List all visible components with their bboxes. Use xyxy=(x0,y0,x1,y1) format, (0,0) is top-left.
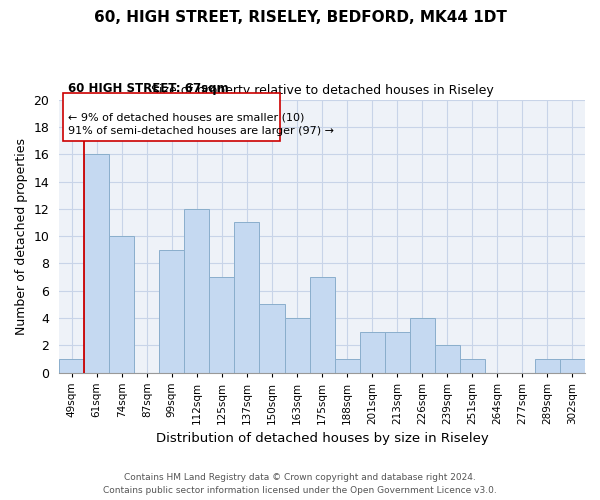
Bar xyxy=(410,318,435,372)
Bar xyxy=(160,250,184,372)
X-axis label: Distribution of detached houses by size in Riseley: Distribution of detached houses by size … xyxy=(156,432,488,445)
Bar xyxy=(310,277,335,372)
Bar xyxy=(184,209,209,372)
Text: 91% of semi-detached houses are larger (97) →: 91% of semi-detached houses are larger (… xyxy=(68,126,334,136)
Text: 60, HIGH STREET, RISELEY, BEDFORD, MK44 1DT: 60, HIGH STREET, RISELEY, BEDFORD, MK44 … xyxy=(94,10,506,25)
Bar xyxy=(259,304,284,372)
Bar xyxy=(335,359,359,372)
Bar xyxy=(209,277,235,372)
Bar xyxy=(460,359,485,372)
Bar xyxy=(84,154,109,372)
Bar xyxy=(359,332,385,372)
FancyBboxPatch shape xyxy=(63,93,280,140)
Title: Size of property relative to detached houses in Riseley: Size of property relative to detached ho… xyxy=(151,84,493,97)
Text: Contains HM Land Registry data © Crown copyright and database right 2024.
Contai: Contains HM Land Registry data © Crown c… xyxy=(103,473,497,495)
Y-axis label: Number of detached properties: Number of detached properties xyxy=(15,138,28,334)
Bar xyxy=(385,332,410,372)
Bar xyxy=(284,318,310,372)
Bar xyxy=(560,359,585,372)
Text: ← 9% of detached houses are smaller (10): ← 9% of detached houses are smaller (10) xyxy=(68,112,304,122)
Bar xyxy=(59,359,84,372)
Text: 60 HIGH STREET: 67sqm: 60 HIGH STREET: 67sqm xyxy=(68,82,229,95)
Bar xyxy=(535,359,560,372)
Bar xyxy=(109,236,134,372)
Bar xyxy=(435,345,460,372)
Bar xyxy=(235,222,259,372)
